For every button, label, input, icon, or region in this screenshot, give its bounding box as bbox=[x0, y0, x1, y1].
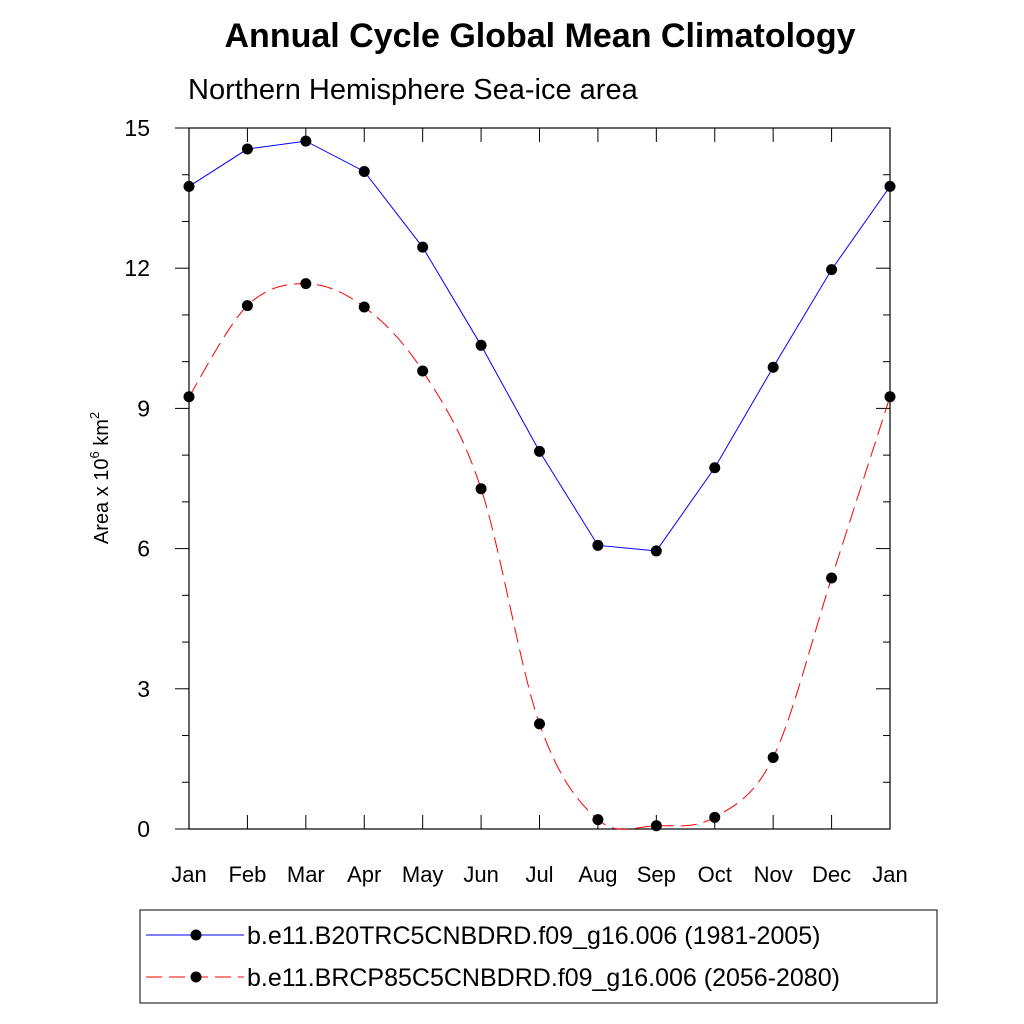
y-axis-label-exponent: 6 bbox=[87, 451, 102, 458]
x-tick-label: Sep bbox=[637, 862, 676, 887]
x-tick-label: Jun bbox=[463, 862, 498, 887]
data-point bbox=[300, 135, 312, 147]
data-point bbox=[767, 751, 779, 763]
x-tick-label: Nov bbox=[754, 862, 793, 887]
y-axis-label-unit-exponent: 2 bbox=[87, 412, 102, 419]
y-tick-label: 3 bbox=[137, 676, 150, 702]
series-line bbox=[188, 283, 891, 830]
data-point bbox=[826, 572, 838, 584]
x-tick-label: Jan bbox=[171, 862, 206, 887]
x-tick-label: Feb bbox=[228, 862, 266, 887]
legend-marker bbox=[190, 929, 202, 941]
svg-text:Area x 106 km2: Area x 106 km2 bbox=[87, 412, 113, 544]
legend-box bbox=[139, 909, 938, 1004]
x-tick-label: Mar bbox=[287, 862, 325, 887]
series-2 bbox=[183, 278, 896, 832]
data-point bbox=[709, 811, 721, 823]
series-line bbox=[188, 140, 891, 552]
x-tick-label: May bbox=[402, 862, 444, 887]
data-point bbox=[183, 180, 195, 192]
chart-subtitle: Northern Hemisphere Sea-ice area bbox=[188, 74, 639, 106]
data-point bbox=[826, 264, 838, 276]
data-point bbox=[650, 545, 662, 557]
series-1 bbox=[183, 135, 896, 557]
data-point bbox=[534, 718, 545, 730]
data-point bbox=[767, 361, 779, 373]
x-tick-label: Jul bbox=[525, 862, 553, 887]
legend-marker bbox=[190, 971, 202, 983]
y-tick-label: 9 bbox=[137, 395, 150, 421]
data-point bbox=[592, 814, 604, 826]
data-point bbox=[650, 820, 662, 832]
y-axis-label-unit: km bbox=[91, 419, 113, 451]
legend-label: b.e11.BRCP85C5CNBDRD.f09_g16.006 (2056-2… bbox=[247, 964, 840, 992]
data-point bbox=[300, 278, 312, 290]
y-tick-label: 6 bbox=[137, 536, 150, 562]
legend: b.e11.B20TRC5CNBDRD.f09_g16.006 (1981-20… bbox=[139, 909, 938, 1004]
y-axis: 0 3 6 9 12 15 bbox=[124, 115, 890, 842]
data-point bbox=[241, 143, 253, 155]
data-point bbox=[709, 462, 721, 474]
x-tick-label: Apr bbox=[347, 862, 381, 887]
data-point bbox=[592, 539, 604, 551]
data-point bbox=[884, 180, 896, 192]
data-point bbox=[884, 391, 896, 403]
x-axis: Jan Feb Mar Apr May Jun Jul Aug Sep Oct Nov Dec Jan bbox=[171, 128, 908, 887]
y-tick-label: 0 bbox=[137, 816, 150, 842]
y-tick-label: 12 bbox=[124, 255, 150, 281]
series-layer bbox=[183, 135, 896, 832]
data-point bbox=[475, 339, 487, 351]
x-tick-label: Jan bbox=[872, 862, 907, 887]
x-tick-label: Dec bbox=[812, 862, 851, 887]
data-point bbox=[534, 445, 545, 457]
y-axis-label: Area x 106 km2 bbox=[87, 412, 113, 544]
data-point bbox=[475, 483, 487, 495]
y-axis-label-main: Area x 10 bbox=[91, 459, 113, 545]
data-point bbox=[358, 165, 370, 177]
x-tick-label: Aug bbox=[578, 862, 617, 887]
data-point bbox=[417, 241, 429, 253]
data-point bbox=[183, 391, 195, 403]
x-tick-label: Oct bbox=[698, 862, 732, 887]
data-point bbox=[358, 301, 370, 313]
y-tick-label: 15 bbox=[124, 115, 150, 141]
chart-title: Annual Cycle Global Mean Climatology bbox=[225, 17, 856, 55]
legend-label: b.e11.B20TRC5CNBDRD.f09_g16.006 (1981-20… bbox=[247, 922, 821, 950]
data-point bbox=[417, 365, 429, 377]
data-point bbox=[241, 300, 253, 312]
